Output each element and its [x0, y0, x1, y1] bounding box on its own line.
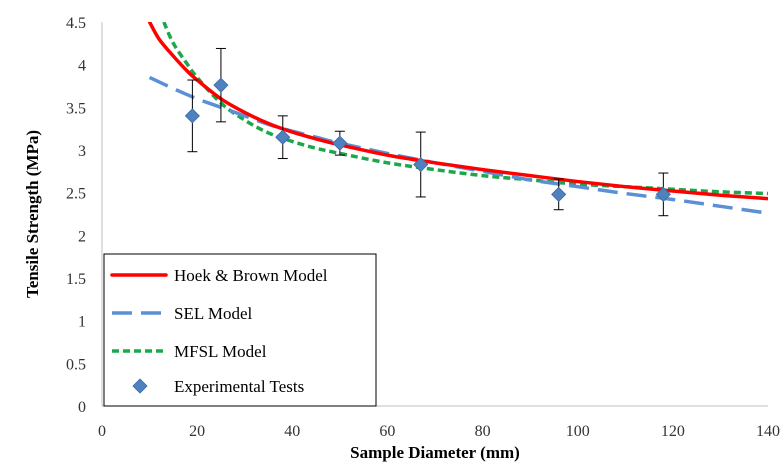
x-tick-label: 120	[661, 423, 685, 440]
y-tick-label: 1.5	[66, 271, 86, 288]
tick-labels: 0 20 40 60 80 100 120 140 0 0.5 1 1.5 2 2.5 3 3.5 4 4.5	[66, 15, 780, 440]
y-tick-label: 3.5	[66, 100, 86, 117]
model-curves	[147, 22, 768, 215]
y-tick-label: 2.5	[66, 186, 86, 203]
y-tick-label: 2	[78, 228, 86, 245]
x-tick-label: 40	[284, 423, 300, 440]
data-point	[551, 186, 567, 202]
data-point	[213, 77, 229, 93]
y-tick-label: 4.5	[66, 15, 86, 32]
legend: Hoek & Brown Model SEL Model MFSL Model Exp…	[103, 253, 377, 407]
x-tick-label: 60	[379, 423, 395, 440]
legend-swatch-3	[132, 378, 148, 394]
y-tick-label: 0.5	[66, 356, 86, 373]
y-tick-label: 3	[78, 143, 86, 160]
legend-label: MFSL Model	[174, 342, 267, 361]
series-line-1	[148, 75, 768, 215]
x-tick-label: 80	[475, 423, 491, 440]
data-point	[413, 156, 429, 173]
legend-box	[103, 253, 377, 407]
legend-label: SEL Model	[174, 304, 253, 323]
data-point	[275, 129, 291, 145]
y-tick-label: 4	[78, 58, 86, 75]
data-point	[184, 108, 200, 124]
series-line-0	[147, 22, 768, 201]
y-tick-label: 1	[78, 314, 86, 331]
data-point	[332, 135, 348, 151]
x-axis-title: Sample Diameter (mm)	[350, 443, 520, 462]
experimental-points	[184, 77, 671, 202]
y-tick-label: 0	[78, 399, 86, 416]
data-point	[655, 186, 671, 202]
x-tick-label: 100	[566, 423, 590, 440]
x-tick-label: 0	[98, 423, 106, 440]
x-tick-label: 20	[189, 423, 205, 440]
x-tick-label: 140	[756, 423, 780, 440]
y-axis-title: Tensile Strength (MPa)	[23, 130, 42, 298]
legend-label: Experimental Tests	[174, 377, 304, 396]
legend-label: Hoek & Brown Model	[174, 266, 328, 285]
